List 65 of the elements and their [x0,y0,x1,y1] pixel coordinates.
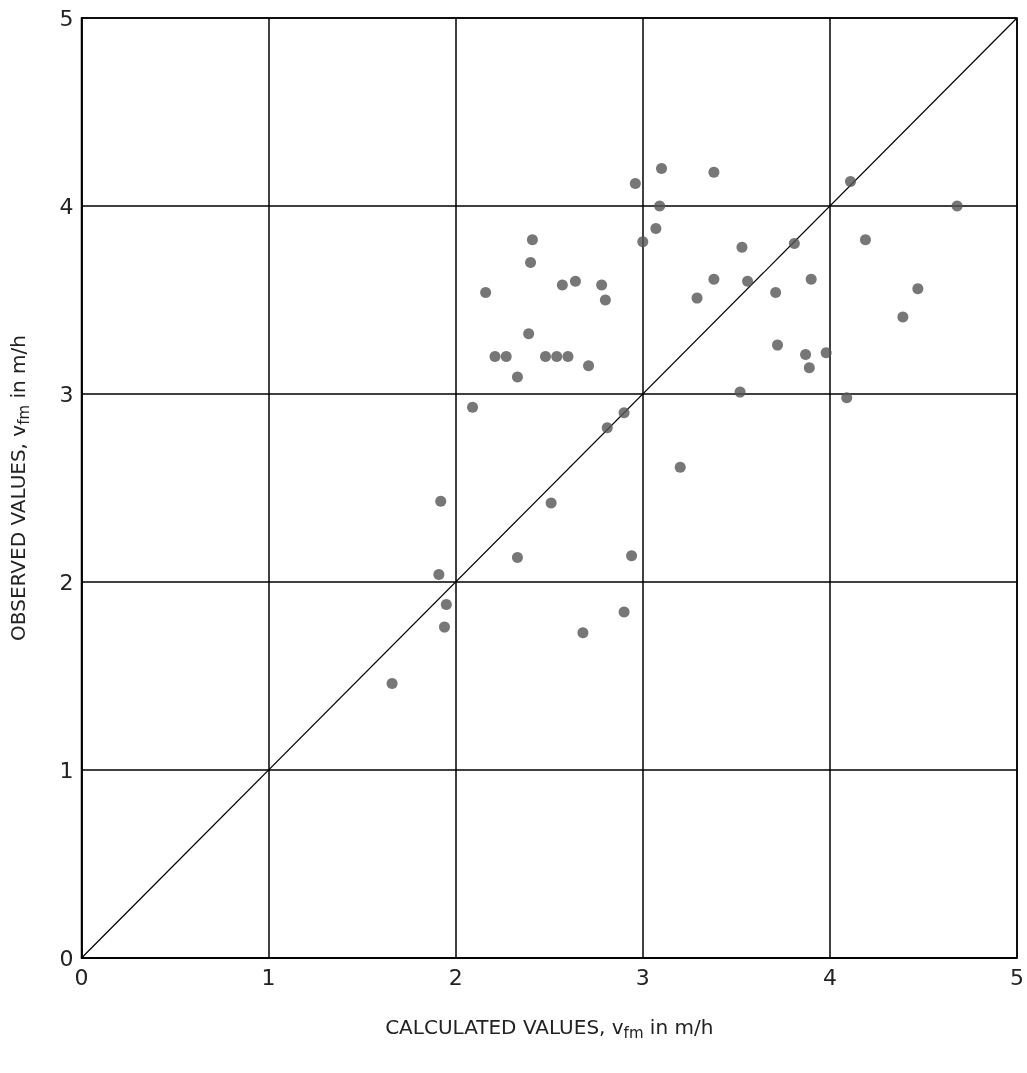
x-tick-label: 4 [822,964,837,990]
point [772,339,784,351]
point [583,360,595,372]
x-tick-label: 2 [448,964,463,990]
point [551,350,563,362]
point [556,279,568,291]
point [540,350,552,362]
point [435,495,447,507]
point [523,328,535,340]
point [618,606,630,618]
point [859,234,871,246]
x-tick-label: 3 [635,964,650,990]
y-tick-label: 0 [59,945,74,971]
point [803,362,815,374]
point [654,200,666,212]
y-axis-title: OBSERVED VALUES, vfm in m/h [6,335,33,641]
point [897,311,909,323]
point [912,283,924,295]
point [500,350,512,362]
point [545,497,557,509]
point [489,350,501,362]
point [386,678,398,690]
point [440,599,452,611]
point [467,401,479,413]
point [708,166,720,178]
point [841,392,853,404]
point [438,621,450,633]
point [562,350,574,362]
point [525,256,537,268]
point [626,550,638,562]
point [511,552,523,564]
point [656,162,668,174]
point [577,627,589,639]
point [708,273,720,285]
x-tick-label: 5 [1010,964,1024,990]
x-tick-label: 1 [261,964,276,990]
point [637,236,649,248]
point [788,238,800,250]
point [480,286,492,298]
point [433,568,445,580]
y-tick-label: 5 [59,5,74,31]
point [736,241,748,253]
point [742,275,754,287]
y-tick-label: 1 [59,757,74,783]
point [805,273,817,285]
point [601,422,613,434]
point [770,286,782,298]
point [618,407,630,419]
point [734,386,746,398]
point [569,275,581,287]
point [511,371,523,383]
point [820,347,832,359]
point [674,461,686,473]
point [596,279,608,291]
point [599,294,611,306]
point [844,176,856,188]
point [526,234,538,246]
point [691,292,703,304]
y-tick-label: 3 [59,381,74,407]
point [800,349,812,361]
y-tick-label: 4 [59,193,74,219]
point [951,200,963,212]
point [650,223,662,235]
point [629,177,641,189]
y-tick-label: 2 [59,569,74,595]
